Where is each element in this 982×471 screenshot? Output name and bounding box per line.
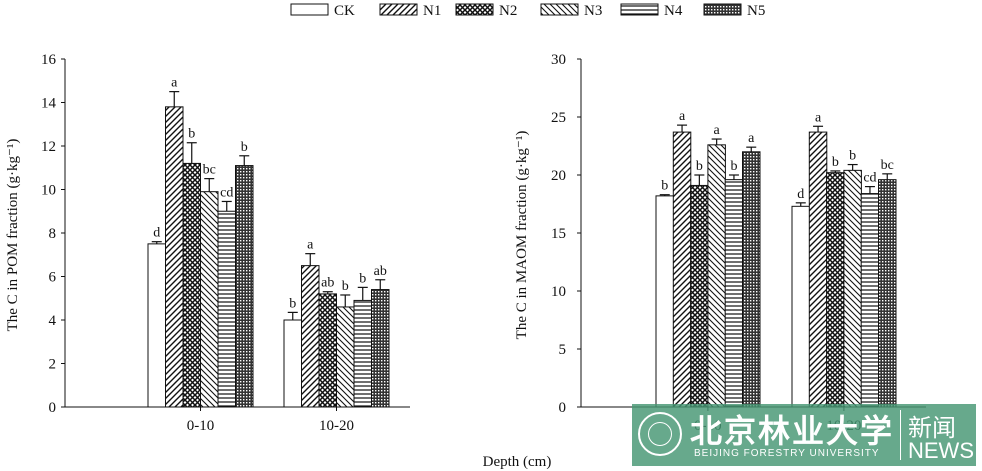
bar-ck-0-10	[147, 243, 166, 408]
legend: CK N1 N2 N3 N4 N5	[290, 3, 765, 19]
bar-n3-10-20	[336, 306, 355, 408]
x-tick-label: 10-20	[319, 418, 354, 434]
y-tick-label: 10	[551, 284, 566, 300]
y-tick-label: 16	[41, 52, 57, 68]
y-tick-label: 10	[41, 183, 56, 199]
maom-y-axis-label: The C in MAOM fraction (g·kg⁻¹)	[514, 131, 530, 340]
bar-n3-10-20	[843, 169, 862, 408]
y-tick-label: 2	[49, 357, 57, 373]
bar-ck-10-20	[791, 205, 810, 408]
significance-letter: bc	[203, 163, 216, 178]
bar-n5-0-10	[235, 165, 254, 408]
legend-label-n3: N3	[584, 3, 602, 19]
legend-label-ck: CK	[334, 3, 355, 19]
bar-n5-0-10	[742, 151, 761, 408]
legend-swatch-ck	[290, 3, 329, 16]
significance-letter: d	[797, 187, 804, 202]
significance-letter: a	[815, 110, 822, 125]
bar-n3-0-10	[200, 191, 219, 408]
pom-y-axis-label: The C in POM fraction (g·kg⁻¹)	[5, 139, 21, 332]
bar-n4-0-10	[217, 210, 236, 408]
y-tick-label: 0	[559, 400, 567, 416]
bar-ck-10-20	[283, 319, 302, 408]
legend-label-n4: N4	[664, 3, 683, 19]
legend-swatch-n1	[379, 3, 418, 16]
y-tick-label: 0	[49, 400, 57, 416]
university-seal-icon	[638, 412, 682, 456]
significance-letter: bc	[881, 158, 894, 173]
watermark-university-cn: 北京林业大学	[690, 413, 895, 449]
significance-letter: b	[342, 279, 349, 294]
significance-letter: ab	[321, 276, 334, 291]
legend-label-n5: N5	[747, 3, 765, 19]
bar-n4-10-20	[353, 299, 372, 408]
legend-swatch-n4	[620, 3, 659, 16]
x-axis-label: Depth (cm)	[483, 454, 552, 470]
bar-n4-0-10	[724, 179, 744, 408]
y-tick-label: 20	[551, 168, 566, 184]
significance-letter: b	[661, 179, 668, 194]
y-tick-label: 8	[49, 226, 57, 242]
bar-n1-10-20	[301, 265, 320, 408]
significance-letter: b	[730, 159, 737, 174]
significance-letter: ab	[374, 264, 387, 279]
y-tick-label: 5	[559, 342, 567, 358]
bar-ck-0-10	[655, 195, 674, 408]
y-tick-label: 12	[41, 139, 56, 155]
legend-swatch-n5	[703, 3, 742, 16]
bar-n5-10-20	[371, 289, 390, 408]
bar-n3-0-10	[707, 144, 726, 408]
bar-n2-10-20	[826, 172, 845, 408]
significance-letter: b	[289, 296, 296, 311]
watermark-university-en: BEIJING FORESTRY UNIVERSITY	[694, 448, 880, 459]
legend-label-n1: N1	[423, 3, 441, 19]
pom-chart: The C in POM fraction (g·kg⁻¹) 0 2 4 6 8 10 12…	[5, 52, 410, 434]
bar-n4-10-20	[860, 193, 880, 408]
significance-letter: a	[679, 109, 686, 124]
significance-letter: d	[153, 226, 160, 241]
bar-n2-0-10	[690, 184, 709, 408]
significance-letter: a	[307, 238, 314, 253]
significance-letter: cd	[863, 171, 876, 186]
bar-n1-0-10	[672, 131, 692, 408]
watermark-divider	[900, 410, 901, 460]
significance-letter: b	[696, 159, 703, 174]
significance-letter: cd	[220, 185, 233, 200]
significance-letter: b	[188, 127, 195, 142]
maom-chart: The C in MAOM fraction (g·kg⁻¹) 0 5 10 15 20…	[514, 52, 926, 434]
y-tick-label: 14	[41, 96, 57, 112]
bar-n2-0-10	[182, 162, 201, 408]
significance-letter: a	[748, 131, 755, 146]
y-tick-label: 6	[49, 270, 57, 286]
watermark-news-cn: 新闻	[908, 415, 956, 442]
y-tick-label: 30	[551, 52, 566, 68]
university-watermark: 北京林业大学 BEIJING FORESTRY UNIVERSITY 新闻 NE…	[632, 404, 976, 466]
significance-letter: b	[849, 149, 856, 164]
significance-letter: b	[359, 271, 366, 286]
legend-label-n2: N2	[499, 3, 517, 19]
y-tick-label: 25	[551, 110, 566, 126]
bar-n2-10-20	[318, 293, 337, 408]
x-tick-label: 0-10	[187, 418, 215, 434]
significance-letter: a	[714, 123, 721, 138]
legend-swatch-n3	[540, 3, 579, 16]
legend-swatch-n2	[455, 3, 494, 16]
y-tick-label: 15	[551, 226, 566, 242]
significance-letter: a	[171, 76, 178, 91]
bar-n1-0-10	[165, 106, 184, 408]
bar-n1-10-20	[808, 131, 828, 408]
significance-letter: b	[241, 140, 248, 155]
y-tick-label: 4	[49, 313, 57, 329]
significance-letter: b	[832, 155, 839, 170]
bar-n5-10-20	[878, 179, 897, 408]
watermark-news-en: NEWS	[908, 438, 974, 463]
